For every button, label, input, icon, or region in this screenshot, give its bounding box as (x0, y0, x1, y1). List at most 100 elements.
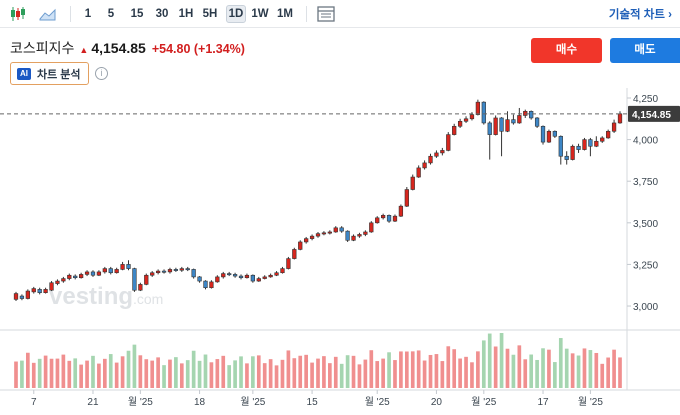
candle[interactable] (304, 236, 309, 244)
candle[interactable] (600, 136, 605, 143)
candle[interactable] (594, 136, 599, 148)
candle[interactable] (386, 214, 392, 223)
candle[interactable] (286, 256, 291, 270)
candle[interactable] (19, 294, 25, 301)
candle[interactable] (511, 114, 516, 125)
candle[interactable] (446, 132, 451, 152)
candle[interactable] (404, 187, 409, 207)
candle[interactable] (167, 267, 173, 274)
candle[interactable] (606, 129, 611, 139)
candle[interactable] (79, 272, 84, 279)
candle[interactable] (215, 275, 220, 283)
candle[interactable] (161, 269, 167, 274)
candle[interactable] (232, 272, 238, 278)
timeframe-15-button[interactable]: 15 (130, 8, 144, 20)
candle[interactable] (309, 234, 315, 241)
candle[interactable] (274, 271, 279, 277)
candle[interactable] (617, 111, 623, 124)
candle[interactable] (505, 111, 510, 133)
candle[interactable] (67, 273, 72, 281)
candle[interactable] (244, 273, 250, 279)
candle[interactable] (292, 247, 297, 260)
candle[interactable] (588, 137, 593, 157)
candle[interactable] (529, 110, 534, 120)
candle[interactable] (191, 268, 196, 279)
buy-button[interactable]: 매수 (531, 38, 602, 63)
candle[interactable] (126, 260, 131, 271)
calendar-icon[interactable] (316, 5, 336, 23)
candle[interactable] (262, 275, 267, 280)
area-chart-icon[interactable] (38, 5, 58, 23)
candle[interactable] (339, 226, 344, 233)
candle[interactable] (351, 234, 356, 242)
candle[interactable] (43, 287, 48, 294)
timeframe-5h-button[interactable]: 5H (202, 8, 218, 20)
candle[interactable] (37, 287, 42, 295)
candle[interactable] (173, 267, 179, 272)
candle[interactable] (422, 160, 427, 170)
candle[interactable] (298, 240, 303, 251)
candle[interactable] (434, 150, 439, 158)
candle[interactable] (185, 266, 190, 272)
candle[interactable] (132, 267, 137, 292)
candle[interactable] (203, 280, 208, 290)
candle[interactable] (564, 151, 569, 165)
candle[interactable] (546, 129, 552, 143)
candle[interactable] (120, 261, 125, 271)
candlestick-chart-icon[interactable] (8, 5, 28, 23)
candle[interactable] (463, 116, 469, 123)
candle[interactable] (381, 213, 386, 220)
candle[interactable] (333, 226, 338, 233)
candle[interactable] (481, 101, 486, 125)
candle[interactable] (534, 117, 540, 128)
candle[interactable] (499, 117, 504, 157)
candle[interactable] (558, 135, 563, 165)
candle[interactable] (280, 266, 285, 274)
candle[interactable] (250, 274, 255, 283)
advanced-chart-link[interactable]: 기술적 차트 › (608, 9, 672, 21)
candle[interactable] (369, 221, 374, 233)
candle[interactable] (475, 99, 481, 116)
candle[interactable] (357, 232, 362, 238)
ai-chart-analysis-button[interactable]: AI 차트 분석 (10, 62, 89, 85)
candle[interactable] (576, 143, 581, 153)
candle[interactable] (73, 274, 78, 280)
candle[interactable] (517, 107, 522, 124)
timeframe-1h-button[interactable]: 1H (178, 8, 194, 20)
candle[interactable] (108, 266, 113, 275)
candle[interactable] (540, 125, 546, 145)
candle[interactable] (155, 269, 161, 275)
candle[interactable] (493, 115, 498, 136)
candle[interactable] (398, 204, 404, 217)
timeframe-30-button[interactable]: 30 (155, 8, 169, 20)
candle[interactable] (410, 174, 415, 191)
candle[interactable] (375, 216, 380, 224)
timeframe-1m-button[interactable]: 1M (277, 8, 293, 20)
candle[interactable] (268, 273, 273, 278)
candle[interactable] (102, 266, 107, 274)
candle[interactable] (321, 231, 327, 236)
candle[interactable] (144, 273, 149, 286)
candle[interactable] (221, 271, 226, 279)
sell-button[interactable]: 매도 (610, 38, 680, 63)
candle[interactable] (611, 119, 617, 133)
candle[interactable] (55, 279, 60, 286)
candle[interactable] (227, 271, 232, 277)
candle[interactable] (150, 271, 155, 277)
candle[interactable] (416, 165, 421, 178)
candle[interactable] (179, 266, 184, 272)
candle[interactable] (363, 230, 368, 237)
candle[interactable] (440, 147, 445, 156)
candle[interactable] (49, 281, 54, 292)
timeframe-5-button[interactable]: 5 (107, 8, 115, 20)
candle[interactable] (552, 130, 557, 138)
candle[interactable] (345, 230, 350, 242)
candle[interactable] (90, 270, 96, 277)
candle[interactable] (197, 276, 202, 283)
candle[interactable] (84, 270, 90, 277)
candle[interactable] (25, 289, 30, 300)
candle[interactable] (570, 144, 575, 161)
candle[interactable] (452, 123, 457, 136)
candle[interactable] (457, 118, 463, 128)
candle[interactable] (61, 276, 66, 283)
